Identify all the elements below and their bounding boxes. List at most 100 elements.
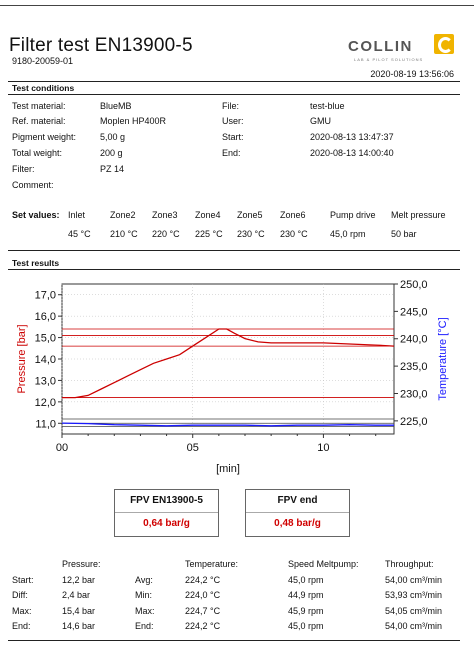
- right-tick-label: 230,0: [400, 388, 428, 400]
- condition-label: User:: [222, 116, 244, 126]
- speed-header: Speed Meltpump:: [288, 559, 359, 569]
- set-value: 220 °C: [152, 229, 180, 239]
- summary-temperature: 224,0 °C: [185, 590, 221, 600]
- x-tick-label: 00: [56, 442, 68, 454]
- y-axis-label-temperature: Temperature [°C]: [437, 317, 449, 400]
- left-tick-label: 14,0: [35, 354, 56, 366]
- condition-label: Test material:: [12, 101, 66, 111]
- summary-throughput: 54,05 cm³/min: [385, 606, 443, 616]
- divider: [8, 269, 460, 270]
- set-values-header: Melt pressure: [391, 210, 446, 220]
- left-tick-label: 17,0: [35, 290, 56, 302]
- summary-pressure: 2,4 bar: [62, 590, 91, 600]
- condition-label: File:: [222, 101, 240, 111]
- summary-throughput: 53,93 cm³/min: [385, 590, 443, 600]
- set-values-header: Zone4: [195, 210, 221, 220]
- x-tick-label: 05: [187, 442, 199, 454]
- condition-value: BlueMB: [100, 101, 132, 111]
- fpv-value: 0,64 bar/g: [143, 518, 190, 529]
- set-values-header: Pump drive: [330, 210, 376, 220]
- left-tick-label: 16,0: [35, 311, 56, 323]
- condition-label: End:: [222, 148, 241, 158]
- set-value: 210 °C: [110, 229, 138, 239]
- set-value: 225 °C: [195, 229, 223, 239]
- summary-temperature: 224,7 °C: [185, 606, 221, 616]
- page-title: Filter test EN13900-5: [9, 35, 193, 56]
- pressure-header: Pressure:: [62, 559, 101, 569]
- series-line-pressure: [62, 328, 395, 399]
- logo-text: COLLIN: [348, 38, 413, 55]
- divider: [8, 81, 460, 82]
- fpv-en13900-box: FPV EN13900-5 0,64 bar/g: [114, 489, 219, 537]
- left-tick-label: 11,0: [35, 418, 56, 430]
- set-value: 50 bar: [391, 229, 417, 239]
- summary-speed: 45,0 rpm: [288, 575, 324, 585]
- divider: [8, 640, 460, 641]
- divider: [8, 250, 460, 251]
- x-axis-label: [min]: [216, 463, 240, 475]
- report-datetime: 2020-08-19 13:56:06: [370, 69, 454, 79]
- summary-speed: 45,0 rpm: [288, 621, 324, 631]
- test-results-chart: 17,0 16,0 15,0 14,0 13,0 12,0 11,0 250,0 245,0 2…: [16, 279, 449, 475]
- summary-throughput: 54,00 cm³/min: [385, 621, 443, 631]
- condition-label: Pigment weight:: [12, 132, 77, 142]
- y-axis-label-pressure: Pressure [bar]: [16, 324, 28, 393]
- set-values-header: Zone6: [280, 210, 306, 220]
- condition-value: GMU: [310, 116, 331, 126]
- left-tick-label: 15,0: [35, 333, 56, 345]
- logo-subtitle: LAB & PILOT SOLUTIONS: [354, 57, 424, 62]
- condition-value: 2020-08-13 14:00:40: [310, 148, 394, 158]
- set-values-heading: Set values:: [12, 210, 60, 220]
- left-tick-label: 13,0: [35, 375, 56, 387]
- divider: [8, 94, 460, 95]
- condition-label: Total weight:: [12, 148, 63, 158]
- summary-speed: 45,9 rpm: [288, 606, 324, 616]
- summary-t-label: Min:: [135, 590, 153, 600]
- collin-logo: COLLIN LAB & PILOT SOLUTIONS: [348, 34, 456, 64]
- condition-label: Start:: [222, 132, 244, 142]
- right-tick-label: 240,0: [400, 334, 428, 346]
- summary-pressure: 12,2 bar: [62, 575, 96, 585]
- summary-label: End:: [12, 621, 31, 631]
- right-tick-label: 235,0: [400, 361, 428, 373]
- set-values-header: Zone3: [152, 210, 178, 220]
- summary-temperature: 224,2 °C: [185, 621, 221, 631]
- set-value: 230 °C: [280, 229, 308, 239]
- set-value: 45,0 rpm: [330, 229, 366, 239]
- section-test-results: Test results: [12, 258, 60, 268]
- series-line-temperature: [61, 422, 394, 427]
- x-tick-label: 10: [317, 442, 329, 454]
- right-tick-label: 245,0: [400, 306, 428, 318]
- section-test-conditions: Test conditions: [12, 83, 75, 93]
- temperature-header: Temperature:: [185, 559, 239, 569]
- right-tick-label: 225,0: [400, 416, 428, 428]
- summary-speed: 44,9 rpm: [288, 590, 324, 600]
- summary-t-label: Avg:: [135, 575, 153, 585]
- summary-label: Diff:: [12, 590, 28, 600]
- condition-label: Ref. material:: [12, 116, 66, 126]
- set-value: 230 °C: [237, 229, 265, 239]
- condition-label: Filter:: [12, 164, 35, 174]
- top-border: [0, 5, 474, 6]
- summary-label: Max:: [12, 606, 32, 616]
- set-values-header: Inlet: [68, 210, 86, 220]
- fpv-end-box: FPV end 0,48 bar/g: [245, 489, 350, 537]
- condition-label: Comment:: [12, 180, 54, 190]
- document-id: 9180-20059-01: [12, 56, 74, 66]
- summary-throughput: 54,00 cm³/min: [385, 575, 443, 585]
- condition-value: 200 g: [100, 148, 123, 158]
- summary-t-label: End:: [135, 621, 154, 631]
- summary-temperature: 224,2 °C: [185, 575, 221, 585]
- fpv-value: 0,48 bar/g: [274, 518, 321, 529]
- summary-label: Start:: [12, 575, 34, 585]
- summary-t-label: Max:: [135, 606, 155, 616]
- condition-value: test-blue: [310, 101, 345, 111]
- throughput-header: Throughput:: [385, 559, 434, 569]
- condition-value: 2020-08-13 13:47:37: [310, 132, 394, 142]
- condition-value: PZ 14: [100, 164, 125, 174]
- fpv-title: FPV EN13900-5: [115, 490, 218, 513]
- set-value: 45 °C: [68, 229, 91, 239]
- summary-pressure: 15,4 bar: [62, 606, 96, 616]
- set-values-header: Zone2: [110, 210, 136, 220]
- condition-value: 5,00 g: [100, 132, 126, 142]
